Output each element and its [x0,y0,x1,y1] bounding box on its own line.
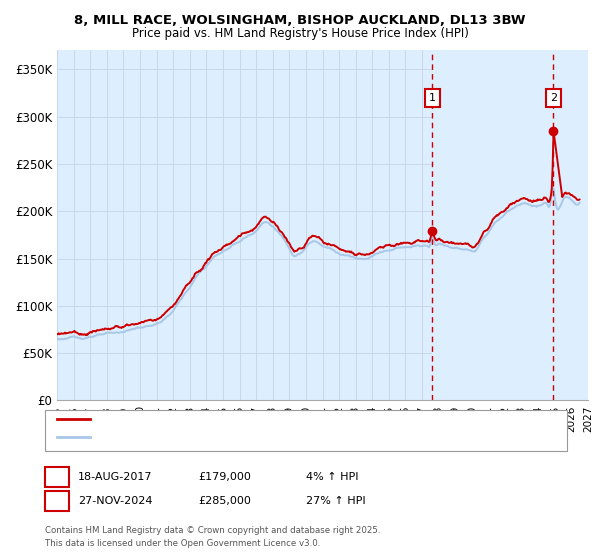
Text: 18-AUG-2017: 18-AUG-2017 [78,472,152,482]
Bar [433,50,588,400]
Text: £285,000: £285,000 [198,496,251,506]
Text: 2: 2 [550,92,557,102]
Text: 1: 1 [53,472,61,482]
Text: 2: 2 [53,496,61,506]
Text: 8, MILL RACE, WOLSINGHAM, BISHOP AUCKLAND, DL13 3BW: 8, MILL RACE, WOLSINGHAM, BISHOP AUCKLAN… [74,14,526,27]
Bar [433,50,588,400]
Text: 27% ↑ HPI: 27% ↑ HPI [306,496,365,506]
Text: 1: 1 [429,92,436,102]
Text: 4% ↑ HPI: 4% ↑ HPI [306,472,359,482]
Text: HPI: Average price, detached house, County Durham: HPI: Average price, detached house, Coun… [97,432,373,442]
Text: 8, MILL RACE, WOLSINGHAM, BISHOP AUCKLAND, DL13 3BW (detached house): 8, MILL RACE, WOLSINGHAM, BISHOP AUCKLAN… [97,414,506,424]
Text: £179,000: £179,000 [198,472,251,482]
Text: Price paid vs. HM Land Registry's House Price Index (HPI): Price paid vs. HM Land Registry's House … [131,27,469,40]
Text: Contains HM Land Registry data © Crown copyright and database right 2025.
This d: Contains HM Land Registry data © Crown c… [45,526,380,548]
Text: 27-NOV-2024: 27-NOV-2024 [78,496,152,506]
